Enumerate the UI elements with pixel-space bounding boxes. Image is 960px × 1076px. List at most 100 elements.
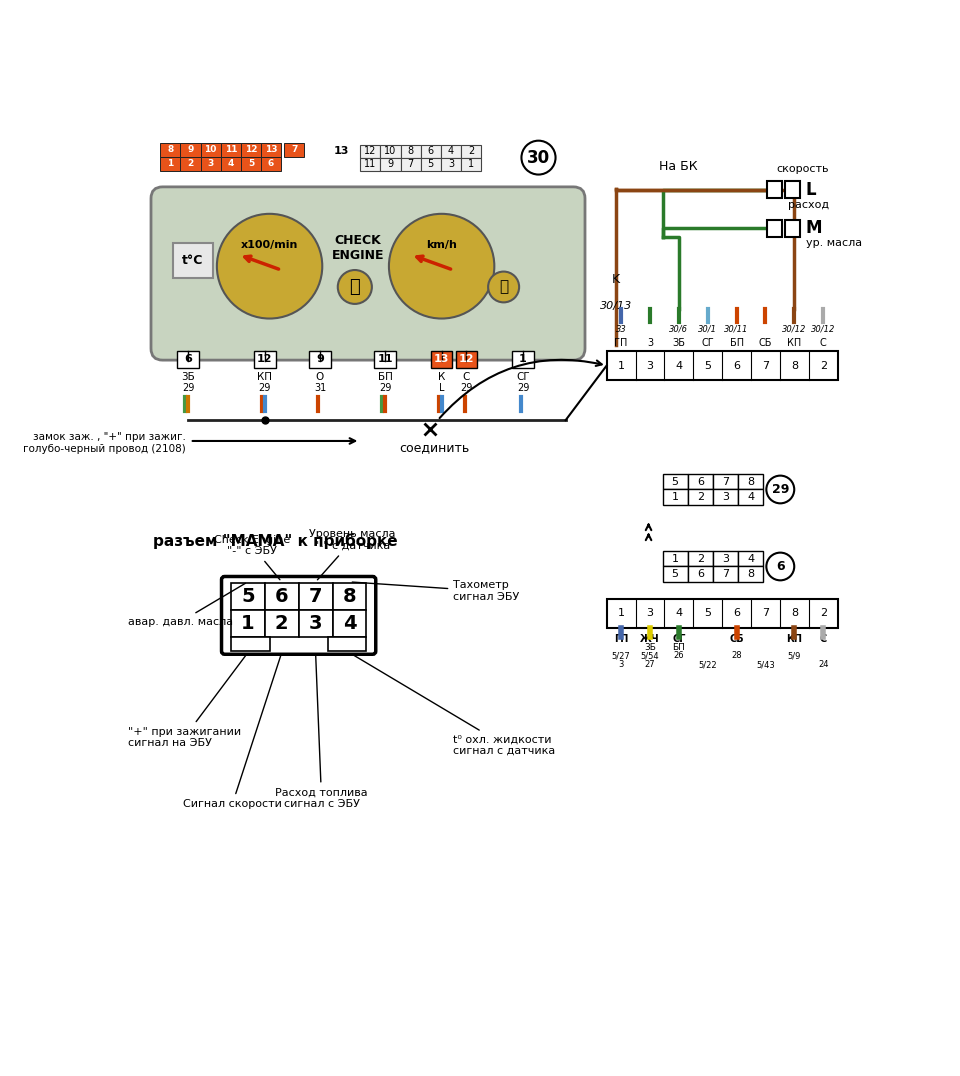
Text: 3Б: 3Б xyxy=(644,643,656,652)
Bar xyxy=(221,143,241,157)
Text: ЗБ: ЗБ xyxy=(672,338,685,348)
Bar xyxy=(785,182,800,198)
Text: Уровень масла
"-" с датчика: Уровень масла "-" с датчика xyxy=(309,529,396,580)
Text: 6: 6 xyxy=(275,587,289,607)
Text: 5/43: 5/43 xyxy=(756,661,775,669)
Circle shape xyxy=(766,553,794,580)
Text: 2: 2 xyxy=(468,146,474,156)
Bar xyxy=(265,583,299,610)
Text: L: L xyxy=(439,383,444,393)
Text: 29: 29 xyxy=(182,383,194,393)
Bar xyxy=(173,243,213,278)
Text: 3: 3 xyxy=(448,159,454,169)
Circle shape xyxy=(389,214,494,318)
Text: "+" при зажигании
сигнал на ЭБУ: "+" при зажигании сигнал на ЭБУ xyxy=(128,655,246,748)
Text: ЖЧ: ЖЧ xyxy=(640,634,660,645)
Text: 26: 26 xyxy=(674,651,684,661)
Text: расход: расход xyxy=(788,199,829,210)
Text: 2: 2 xyxy=(697,492,704,502)
Text: ⛽: ⛽ xyxy=(349,278,360,296)
Bar xyxy=(420,144,441,157)
Text: 6: 6 xyxy=(697,477,704,486)
Bar xyxy=(299,583,332,610)
Bar xyxy=(687,490,713,505)
Text: 4: 4 xyxy=(228,159,234,168)
Text: 6: 6 xyxy=(697,569,704,579)
Text: 30/11: 30/11 xyxy=(725,325,749,334)
Bar xyxy=(332,610,367,637)
Bar xyxy=(456,351,477,368)
Text: 7: 7 xyxy=(291,145,298,155)
Text: 27: 27 xyxy=(645,661,656,669)
Bar xyxy=(201,157,221,171)
Text: БП: БП xyxy=(730,338,744,348)
Text: 13: 13 xyxy=(333,146,348,156)
Text: 1: 1 xyxy=(672,554,679,564)
Bar xyxy=(261,143,281,157)
Text: x100/min: x100/min xyxy=(241,240,299,250)
Text: 30: 30 xyxy=(527,148,550,167)
Bar xyxy=(512,351,534,368)
Text: 7: 7 xyxy=(309,587,323,607)
Text: Тахометр
сигнал ЭБУ: Тахометр сигнал ЭБУ xyxy=(352,580,519,601)
Text: КП: КП xyxy=(787,338,802,348)
Text: 4: 4 xyxy=(448,146,454,156)
Text: 3: 3 xyxy=(618,661,624,669)
Text: 1: 1 xyxy=(617,608,625,619)
Text: 2: 2 xyxy=(697,554,704,564)
Bar xyxy=(713,475,738,490)
Bar xyxy=(374,351,396,368)
Bar xyxy=(230,610,265,637)
Bar xyxy=(461,144,481,157)
Text: 1: 1 xyxy=(167,159,174,168)
Text: СГ: СГ xyxy=(702,338,714,348)
Bar xyxy=(767,220,781,237)
Text: Check Engine
"-" с ЭБУ: Check Engine "-" с ЭБУ xyxy=(214,535,290,580)
Bar xyxy=(687,566,713,582)
Text: 5/54: 5/54 xyxy=(640,651,660,661)
Text: 7: 7 xyxy=(407,159,414,169)
Text: соединить: соединить xyxy=(398,441,469,454)
Text: СГ: СГ xyxy=(516,372,530,382)
Text: 24: 24 xyxy=(818,661,828,669)
Text: 9: 9 xyxy=(388,159,394,169)
Text: 7: 7 xyxy=(722,569,729,579)
Bar xyxy=(241,143,261,157)
Bar xyxy=(713,551,738,566)
Bar xyxy=(400,144,420,157)
Text: 2: 2 xyxy=(820,360,827,370)
Bar xyxy=(178,351,199,368)
Bar xyxy=(360,144,380,157)
Text: 12: 12 xyxy=(257,354,273,365)
Text: 11: 11 xyxy=(377,354,393,365)
Text: 5/9: 5/9 xyxy=(787,651,801,661)
Text: 4: 4 xyxy=(747,554,755,564)
Text: БП: БП xyxy=(672,643,685,652)
Text: 30/6: 30/6 xyxy=(669,325,688,334)
Bar xyxy=(160,157,180,171)
Text: K: K xyxy=(612,273,620,286)
Text: 3: 3 xyxy=(646,360,654,370)
Text: разъем "МАМА" к приборке: разъем "МАМА" к приборке xyxy=(153,534,397,549)
Bar xyxy=(327,637,367,651)
Circle shape xyxy=(766,476,794,504)
Bar xyxy=(662,566,687,582)
Text: замок заж. , "+" при зажиг.
голубо-черный провод (2108): замок заж. , "+" при зажиг. голубо-черны… xyxy=(23,433,186,454)
Text: km/h: km/h xyxy=(426,240,457,250)
Text: С: С xyxy=(820,634,827,645)
Bar xyxy=(662,490,687,505)
Text: 9: 9 xyxy=(316,354,324,365)
Text: ГП: ГП xyxy=(614,338,628,348)
Text: авар. давл. масла: авар. давл. масла xyxy=(128,583,246,627)
Bar xyxy=(738,475,763,490)
Text: С: С xyxy=(463,372,470,382)
Bar xyxy=(284,143,304,157)
Text: 2: 2 xyxy=(275,614,289,634)
Bar xyxy=(441,144,461,157)
Text: 2: 2 xyxy=(187,159,194,168)
Text: 5: 5 xyxy=(241,587,254,607)
Text: 3: 3 xyxy=(647,338,653,348)
Bar xyxy=(160,143,180,157)
Text: 5/27: 5/27 xyxy=(612,651,631,661)
Text: 4: 4 xyxy=(343,614,356,634)
